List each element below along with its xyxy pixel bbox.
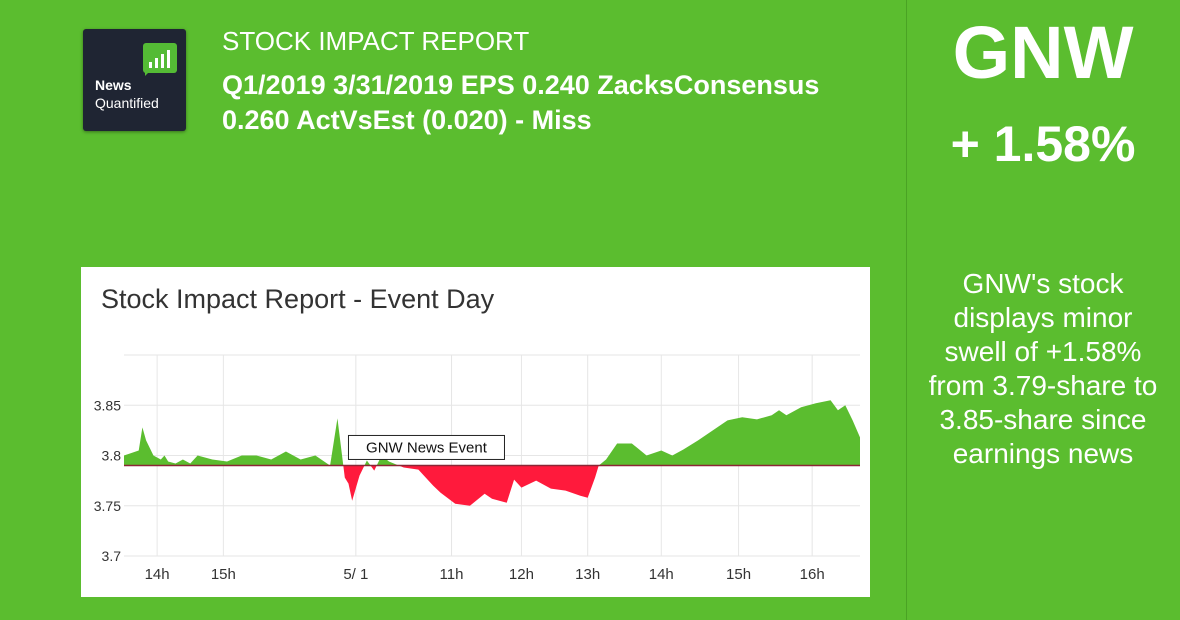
eps-summary: Q1/2019 3/31/2019 EPS 0.240 ZacksConsens… <box>222 70 820 135</box>
stock-impact-chart: Stock Impact Report - Event Day 3.73.753… <box>94 284 860 583</box>
y-tick-label-0: 3.7 <box>102 548 122 564</box>
logo-line1: News <box>95 77 132 93</box>
area-above-baseline <box>124 400 860 466</box>
news-quantified-logo: News Quantified <box>83 29 186 131</box>
event-annotation-label: GNW News Event <box>366 439 488 456</box>
x-tick-label-3: 11h <box>440 566 464 583</box>
y-tick-label-1: 3.75 <box>94 498 121 514</box>
bubble-tail <box>145 69 152 76</box>
chart-panel: Stock Impact Report - Event Day 3.7 3.75 3… <box>81 267 870 597</box>
chart-areas <box>124 400 860 506</box>
x-tick-label-7: 15h <box>726 566 751 583</box>
chart-axes: 3.7 3.75 3.8 3.85 14h 15h 5/ 1 11h 12h 13h 14h 15h 1… <box>94 397 825 583</box>
event-annotation-box <box>347 434 505 460</box>
x-tick-label-0: 14h <box>145 566 170 583</box>
report-title: STOCK IMPACT REPORT <box>222 26 530 56</box>
chart-title: Stock Impact Report - Event Day <box>101 284 495 314</box>
x-tick-label-1: 15h <box>211 566 236 583</box>
y-tick-label-2: 3.8 <box>102 448 122 464</box>
chart-grid <box>124 354 860 557</box>
logo-line2: Quantified <box>95 95 159 111</box>
x-tick-label-2: 5/ 1 <box>343 566 368 583</box>
bar-chart-icon <box>143 43 177 73</box>
x-tick-label-4: 12h <box>509 566 534 583</box>
y-tick-label-3: 3.85 <box>94 397 121 413</box>
price-change: + 1.58% <box>950 116 1136 172</box>
x-tick-label-5: 13h <box>575 566 600 583</box>
area-below-baseline <box>343 465 599 506</box>
column-divider <box>906 0 907 620</box>
chart-annotation-group: GNW News Event <box>347 434 505 460</box>
ticker-symbol: GNW <box>952 11 1134 94</box>
x-tick-label-8: 16h <box>800 566 825 583</box>
x-tick-label-6: 14h <box>649 566 674 583</box>
impact-summary: GNW's stock displays minor swell of +1.5… <box>928 268 1158 469</box>
